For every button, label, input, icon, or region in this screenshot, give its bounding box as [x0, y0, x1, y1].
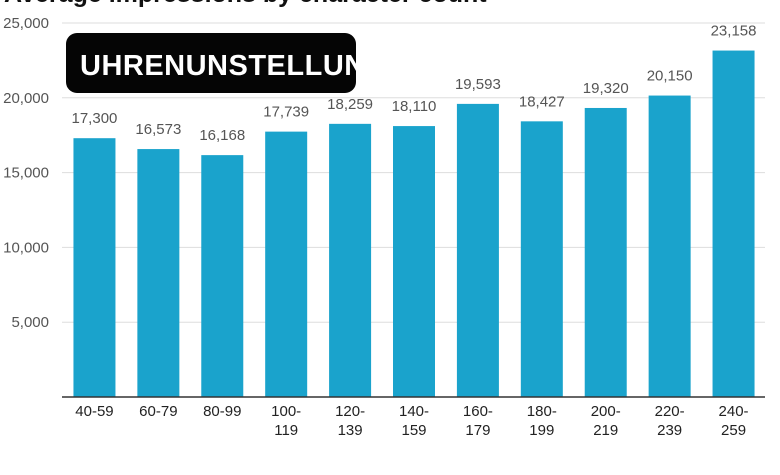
x-tick-label-line: 160- — [463, 403, 493, 420]
x-tick-label: 40-59 — [75, 403, 113, 420]
bar — [584, 107, 627, 397]
x-tick-label-line: 259 — [721, 422, 746, 439]
data-label: 17,300 — [72, 110, 118, 127]
x-tick-label-line: 120- — [335, 403, 365, 420]
x-tick-label-line: 80-99 — [203, 403, 241, 420]
data-label: 16,168 — [199, 127, 245, 144]
bar — [73, 138, 116, 397]
x-tick-label-line: 119 — [274, 422, 298, 439]
x-tick-label: 220- 239 — [655, 403, 685, 439]
x-tick-label-line: 179 — [465, 422, 490, 439]
bars — [73, 50, 755, 397]
x-tick-label: 200- 219 — [591, 403, 621, 439]
bar — [393, 126, 435, 397]
chart-title: Average impressions by character count — [4, 0, 487, 8]
y-axis-ticks: 5,000 10,000 15,000 20,000 25,000 — [3, 15, 49, 331]
bar — [201, 155, 244, 397]
data-label: 18,427 — [519, 93, 565, 110]
y-tick-label: 20,000 — [3, 90, 49, 107]
x-tick-label: 160- 179 — [463, 403, 493, 439]
data-label: 16,573 — [135, 121, 181, 138]
x-tick-label-line: 219 — [593, 422, 618, 439]
x-tick-label: 120- 139 — [335, 403, 365, 439]
x-tick-label-line: 220- — [655, 403, 685, 420]
x-tick-label: 60-79 — [139, 403, 177, 420]
bar — [520, 121, 563, 397]
data-label: 17,739 — [263, 104, 309, 121]
bar — [137, 149, 180, 397]
x-tick-label-line: 180- — [527, 403, 557, 420]
y-tick-label: 10,000 — [3, 239, 49, 256]
x-tick-label-line: 100- — [271, 403, 301, 420]
bar — [265, 131, 308, 397]
data-label: 18,259 — [327, 96, 373, 113]
data-label: 18,110 — [392, 98, 437, 115]
x-tick-label-line: 60-79 — [139, 403, 177, 420]
x-tick-label-line: 239 — [657, 422, 682, 439]
y-tick-label: 25,000 — [3, 15, 49, 32]
data-label: 23,158 — [711, 23, 757, 40]
x-tick-label: 100- 119 — [271, 403, 301, 439]
bar — [329, 123, 372, 397]
bar — [648, 95, 691, 397]
watermark-text: UHRENUNSTELLUNG.DE/ — [80, 50, 447, 82]
x-tick-label-line: 159 — [401, 422, 426, 439]
watermark-background — [66, 33, 356, 93]
x-tick-label-line: 200- — [591, 403, 621, 420]
x-tick-label: 240- 259 — [719, 403, 749, 439]
data-label: 19,593 — [455, 76, 501, 93]
watermark-badge: UHRENUNSTELLUNG.DE/ — [66, 33, 447, 93]
data-label: 19,320 — [583, 80, 629, 97]
bar — [456, 103, 499, 397]
x-tick-label-line: 140- — [399, 403, 429, 420]
x-tick-label: 180- 199 — [527, 403, 557, 439]
y-tick-label: 15,000 — [3, 165, 49, 182]
bar — [712, 50, 755, 397]
x-tick-label-line: 40-59 — [75, 403, 113, 420]
data-label: 20,150 — [647, 68, 693, 85]
x-tick-label-line: 139 — [338, 422, 363, 439]
x-axis-labels: 40-59 60-79 80-99 100- 119 120- 139 140- 159 160-… — [75, 403, 748, 439]
y-tick-label: 5,000 — [11, 314, 49, 331]
x-tick-label-line: 240- — [719, 403, 749, 420]
x-tick-label: 80-99 — [203, 403, 241, 420]
x-tick-label-line: 199 — [529, 422, 554, 439]
x-tick-label: 140- 159 — [399, 403, 429, 439]
data-labels: 17,300 16,573 16,168 17,739 18,259 18,110 19,5… — [72, 23, 757, 145]
